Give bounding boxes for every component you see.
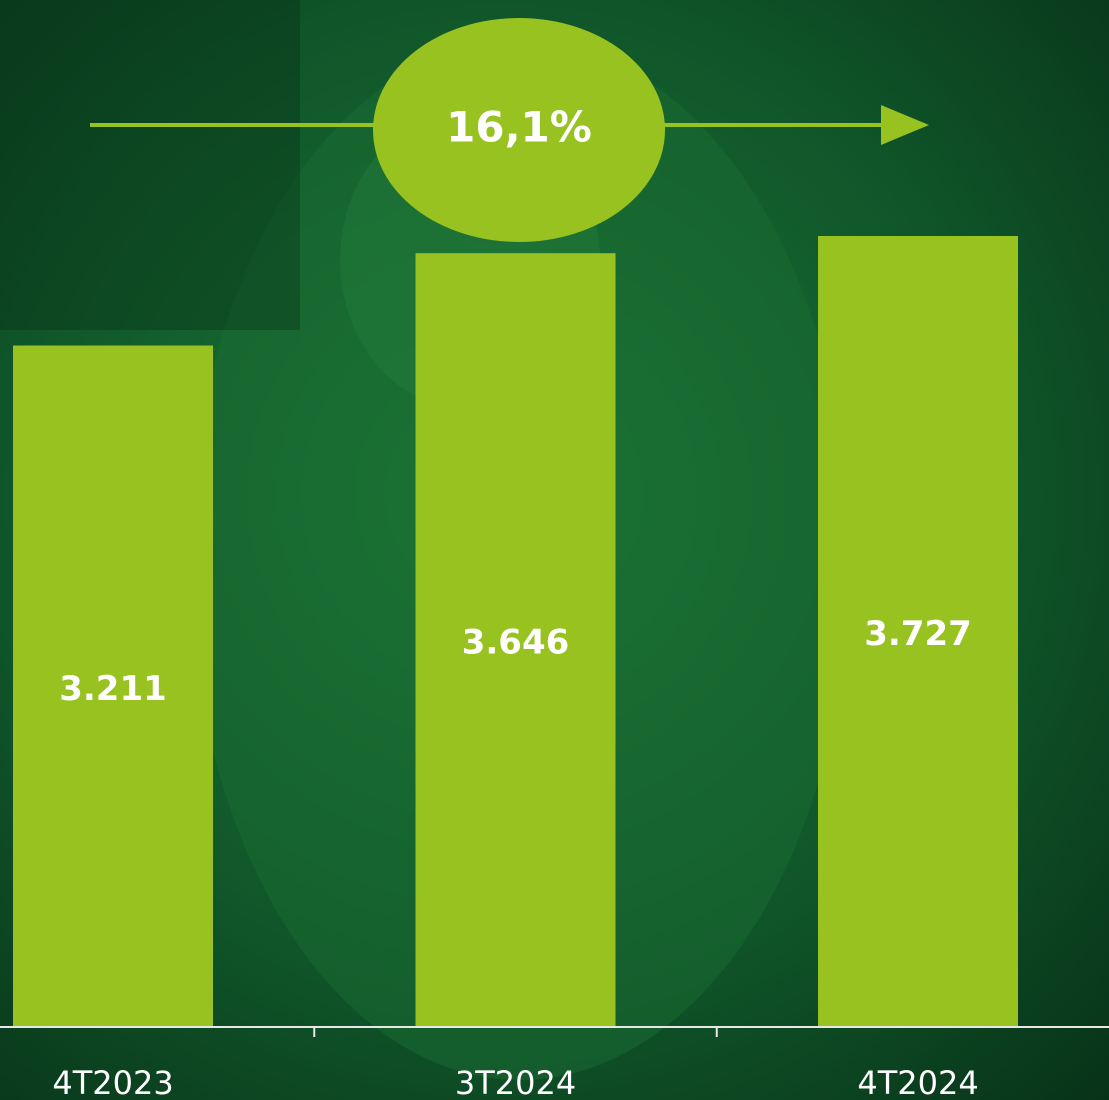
annotation: 16,1%	[446, 103, 592, 152]
value-label: 3.727	[864, 614, 972, 654]
bar	[415, 253, 616, 1027]
x-tick-label: 4T2024	[857, 1064, 978, 1100]
plot-area: 3.211 3.646 3.727	[13, 236, 1018, 1027]
x-tick-label: 3T2024	[455, 1064, 576, 1100]
value-label: 3.646	[462, 623, 570, 663]
background-shade	[0, 0, 300, 330]
annotation-bubble	[373, 18, 665, 242]
value-label: 3.211	[59, 669, 167, 709]
x-tick-label: 4T2023	[52, 1064, 173, 1100]
bar	[13, 345, 213, 1027]
bar	[818, 236, 1018, 1027]
